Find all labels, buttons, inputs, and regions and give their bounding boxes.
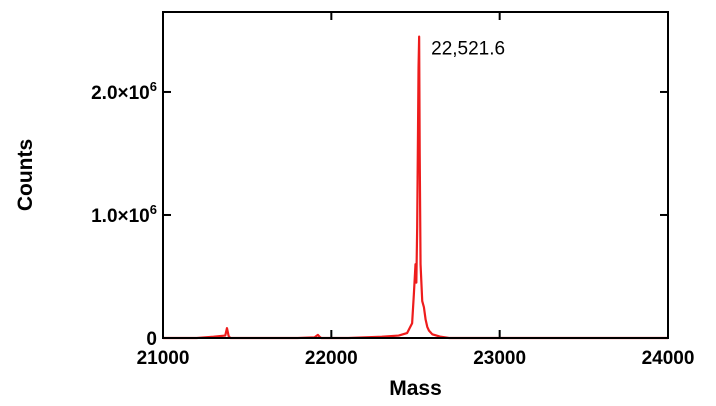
- y-tick-label: 2.0×106: [91, 79, 157, 104]
- series-line-counts: [163, 35, 668, 340]
- x-axis-title: Mass: [389, 377, 442, 400]
- y-tick-label: 0: [146, 329, 157, 350]
- x-axis-ticks: 21000 22000 23000 24000: [137, 12, 695, 369]
- plot-area: [163, 35, 668, 340]
- plot-frame: [162, 11, 669, 339]
- annotations: 22,521.6: [431, 39, 505, 60]
- peak-annotation: 22,521.6: [431, 39, 505, 60]
- x-tick-label: 22000: [305, 348, 358, 369]
- y-tick-label: 1.0×106: [91, 202, 157, 227]
- x-tick-label: 23000: [473, 348, 526, 369]
- x-tick-label: 21000: [137, 348, 190, 369]
- y-axis-ticks: 0 1.0×106 2.0×106: [91, 79, 668, 350]
- x-tick-label: 24000: [642, 348, 695, 369]
- y-axis-title: Counts: [14, 139, 37, 211]
